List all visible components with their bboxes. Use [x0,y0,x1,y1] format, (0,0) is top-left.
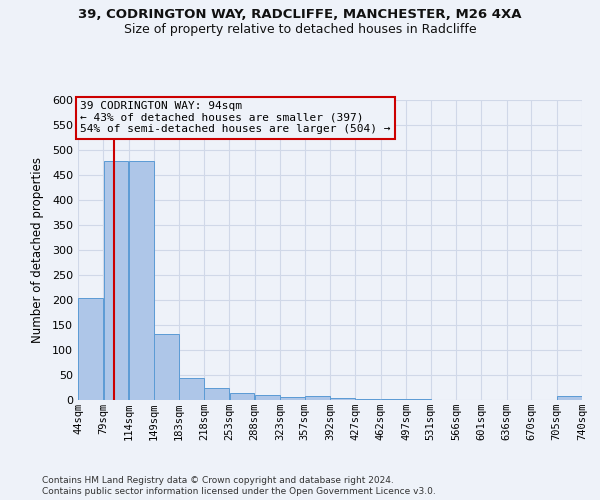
Bar [129,160,154,400]
Bar [406,399,431,400]
Text: 39, CODRINGTON WAY, RADCLIFFE, MANCHESTER, M26 4XA: 39, CODRINGTON WAY, RADCLIFFE, MANCHESTE… [78,8,522,20]
Text: 39 CODRINGTON WAY: 94sqm
← 43% of detached houses are smaller (397)
54% of semi-: 39 CODRINGTON WAY: 94sqm ← 43% of detach… [80,101,391,134]
Bar [78,298,103,400]
Bar [255,394,280,400]
Bar [280,397,305,400]
Bar [204,388,229,400]
Bar [330,398,355,400]
Text: Contains public sector information licensed under the Open Government Licence v3: Contains public sector information licen… [42,488,436,496]
Bar [305,396,330,400]
Bar [356,398,380,400]
Bar [104,160,128,400]
Y-axis label: Number of detached properties: Number of detached properties [31,157,44,343]
Bar [179,378,204,400]
Bar [381,399,406,400]
Bar [557,396,582,400]
Bar [230,393,254,400]
Text: Size of property relative to detached houses in Radcliffe: Size of property relative to detached ho… [124,22,476,36]
Bar [154,334,179,400]
Text: Contains HM Land Registry data © Crown copyright and database right 2024.: Contains HM Land Registry data © Crown c… [42,476,394,485]
